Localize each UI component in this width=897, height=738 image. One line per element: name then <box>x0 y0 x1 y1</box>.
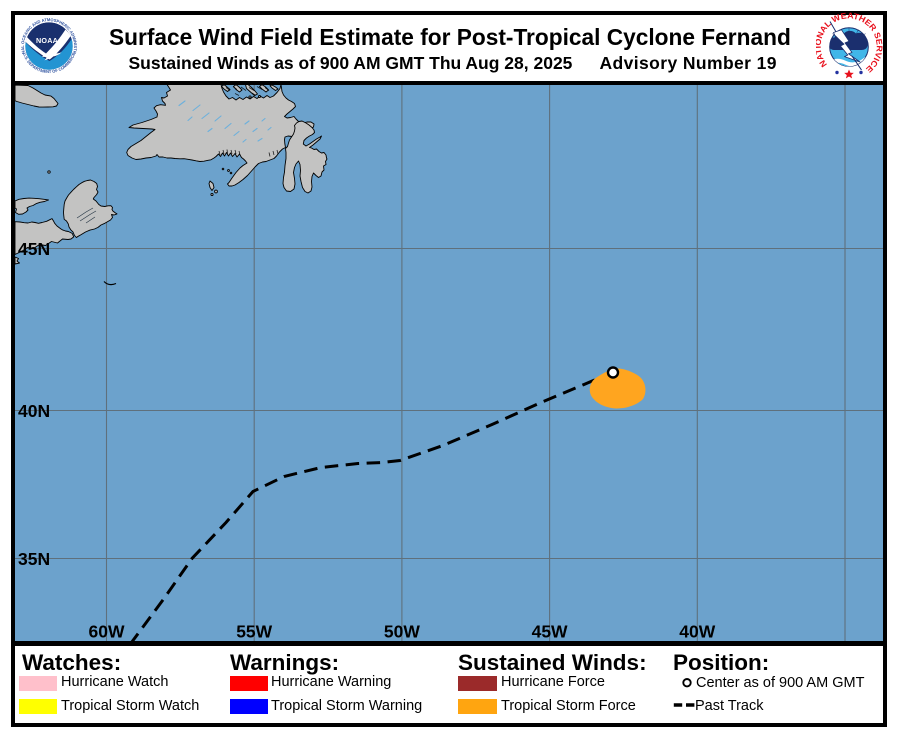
svg-text:55W: 55W <box>236 621 272 641</box>
svg-text:45W: 45W <box>532 621 568 641</box>
svg-text:45N: 45N <box>18 238 50 258</box>
svg-text:40N: 40N <box>18 400 50 420</box>
svg-text:50W: 50W <box>384 621 420 641</box>
svg-text:40W: 40W <box>679 621 715 641</box>
svg-text:35N: 35N <box>18 548 50 568</box>
svg-text:60W: 60W <box>89 621 125 641</box>
svg-text:NOAA: NOAA <box>36 36 58 45</box>
